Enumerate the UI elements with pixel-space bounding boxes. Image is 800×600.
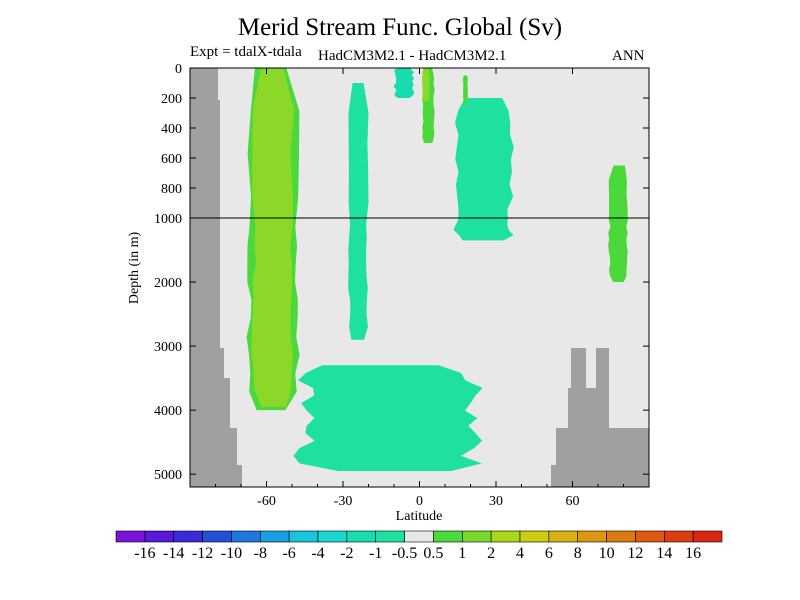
colorbar-swatch — [375, 530, 405, 543]
colorbar-swatch — [346, 530, 377, 543]
y-tick-label: 5000 — [154, 468, 182, 483]
colorbar-tick-label: 4 — [516, 545, 524, 562]
x-tick-label: -30 — [334, 494, 353, 509]
colorbar-tick-label: 8 — [574, 545, 582, 562]
colorbar-tick-label: -4 — [311, 545, 324, 562]
colorbar-swatch — [433, 530, 463, 543]
colorbar-swatch — [606, 530, 636, 543]
colorbar-tick-label: -1 — [369, 545, 382, 562]
colorbar-swatch — [692, 530, 723, 543]
colorbar-tick-label: -10 — [221, 545, 242, 562]
y-tick-label: 800 — [161, 182, 182, 197]
colorbar-tick-label: 2 — [487, 545, 495, 562]
y-tick-label: 0 — [175, 62, 182, 77]
y-axis-label: Depth (in m) — [127, 232, 142, 305]
contour-region-2 — [348, 83, 369, 340]
colorbar-tick-label: 6 — [545, 545, 553, 562]
contour-region-0 — [251, 68, 294, 407]
contour-region-4 — [394, 68, 415, 98]
y-tick-label: 3000 — [154, 340, 182, 355]
colorbar-swatch — [404, 530, 434, 543]
colorbar-swatch — [317, 530, 348, 543]
land-mask-left — [190, 68, 242, 487]
colorbar-swatch — [490, 530, 521, 543]
contour-region-3 — [293, 365, 483, 471]
y-tick-label: 600 — [161, 152, 182, 167]
x-tick-label: 60 — [566, 494, 580, 509]
colorbar-tick-label: 10 — [599, 545, 615, 562]
land-mask-right — [551, 348, 649, 487]
colorbar-swatch — [259, 530, 290, 543]
contour-region-7 — [462, 75, 468, 103]
colorbar-tick-label: -0.5 — [392, 545, 417, 562]
contour-region-6 — [422, 68, 430, 101]
colorbar-swatch — [519, 530, 550, 543]
colorbar-tick-label: 1 — [458, 545, 466, 562]
x-tick-label: -60 — [257, 494, 276, 509]
colorbar-tick-label: -6 — [282, 545, 295, 562]
colorbar-tick-label: -8 — [254, 545, 267, 562]
x-tick-label: 0 — [416, 494, 423, 509]
contour-region-9 — [608, 165, 628, 282]
colorbar-tick-label: 0.5 — [423, 545, 443, 562]
model-label: HadCM3M2.1 - HadCM3M2.1 — [318, 48, 507, 64]
colorbar-tick-label: 14 — [656, 545, 672, 562]
colorbar-swatch — [663, 530, 694, 543]
colorbar-swatch — [461, 530, 492, 543]
season-label: ANN — [612, 48, 645, 64]
colorbar-tick-label: -16 — [134, 545, 155, 562]
colorbar-swatch — [115, 530, 146, 543]
y-tick-label: 1000 — [154, 212, 182, 227]
x-tick-label: 30 — [489, 494, 503, 509]
colorbar-tick-label: -12 — [192, 545, 213, 562]
colorbar-swatch — [635, 530, 665, 543]
colorbar-swatch — [548, 530, 579, 543]
colorbar-swatch — [202, 530, 232, 543]
y-tick-label: 2000 — [154, 276, 182, 291]
colorbar-tick-label: -14 — [163, 545, 184, 562]
colorbar-swatch — [173, 530, 203, 543]
colorbar-swatch — [231, 530, 261, 543]
x-axis-label: Latitude — [396, 509, 443, 524]
y-tick-label: 4000 — [154, 404, 182, 419]
colorbar-tick-label: 16 — [685, 545, 701, 562]
y-tick-label: 200 — [161, 92, 182, 107]
colorbar-swatch — [577, 530, 607, 543]
experiment-label: Expt = tdalX-tdala — [190, 44, 302, 60]
colorbar-swatch — [288, 530, 319, 543]
y-tick-label: 400 — [161, 122, 182, 137]
colorbar-swatch — [144, 530, 175, 543]
chart-title: Merid Stream Func. Global (Sv) — [237, 14, 563, 41]
colorbar-tick-label: -2 — [340, 545, 353, 562]
colorbar-tick-label: 12 — [627, 545, 643, 562]
contour-region-8 — [453, 98, 514, 241]
